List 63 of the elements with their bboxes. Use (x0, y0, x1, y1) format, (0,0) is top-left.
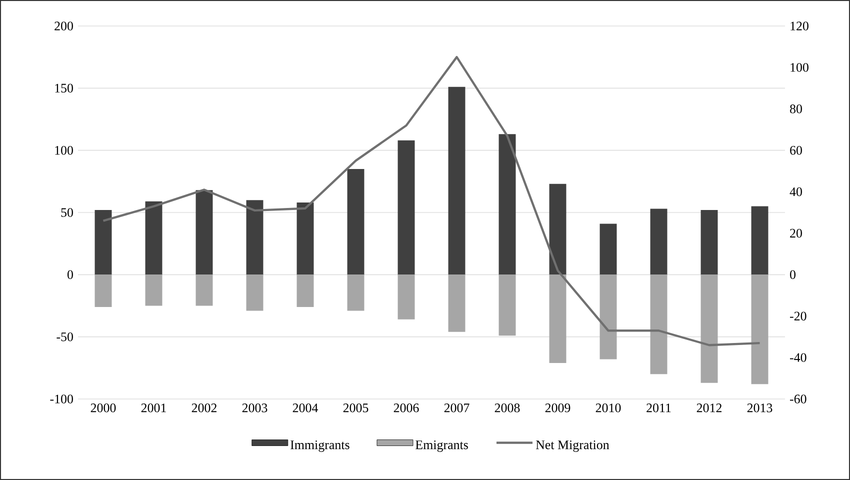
x-tick-label: 2001 (141, 404, 166, 412)
x-tick-label: 2002 (192, 404, 216, 412)
x-tick-label: 2009 (545, 404, 570, 412)
bar (296, 202, 314, 275)
bar (196, 274, 213, 306)
y-tick-label: 150 (55, 84, 73, 93)
y-tick-label: 0 (68, 270, 73, 280)
bar (498, 274, 516, 336)
y2-tick-label: -40 (790, 353, 806, 362)
y2-tick-label: 40 (790, 187, 802, 196)
x-tick-label: 2004 (292, 404, 318, 412)
y2-tick-label: -60 (790, 394, 806, 404)
bar (398, 274, 415, 320)
bar (145, 201, 162, 275)
x-tick-label: 2012 (696, 404, 722, 412)
x-tick-label: 2006 (394, 404, 419, 412)
bar (448, 86, 466, 275)
x-tick-label: 2007 (444, 404, 470, 412)
x-tick-label: 2010 (596, 404, 621, 412)
y-tick-label: -100 (50, 394, 73, 404)
bar (498, 134, 516, 275)
bar (600, 274, 617, 360)
x-tick-label: 2000 (90, 404, 116, 412)
bar (700, 274, 718, 383)
x-tick-label: 2013 (747, 404, 772, 412)
y2-tick-label: 100 (790, 63, 808, 72)
bar (650, 274, 668, 374)
y-tick-label: 50 (61, 208, 73, 217)
bar (246, 274, 264, 311)
bar (751, 206, 768, 275)
bar (549, 184, 566, 275)
bar (94, 210, 112, 275)
legend-label: Immigrants (290, 440, 350, 452)
bar (296, 274, 314, 307)
bar (246, 200, 264, 275)
bar (650, 208, 668, 275)
x-tick-label: 2003 (242, 404, 268, 412)
y2-tick-label: 0 (790, 270, 796, 280)
x-tick-label: 2011 (646, 404, 671, 412)
y2-tick-label: -20 (790, 312, 806, 320)
x-tick-label: 2005 (343, 404, 368, 412)
legend-label: Emigrants (416, 440, 468, 452)
y2-tick-label: 80 (790, 104, 802, 114)
bar (448, 274, 466, 332)
line-series (102, 56, 761, 346)
y2-tick-label: 120 (790, 22, 808, 30)
y2-tick-label: 60 (790, 146, 802, 155)
bar (700, 210, 718, 275)
y-tick-label: 100 (55, 146, 73, 155)
bar (145, 274, 162, 306)
bar (347, 168, 364, 275)
bar (94, 274, 112, 307)
y-tick-label: -50 (56, 332, 73, 342)
bar (398, 140, 415, 275)
bar (751, 274, 768, 384)
legend-label: Net Migration (536, 440, 610, 452)
bar (196, 190, 213, 275)
y2-tick-label: 20 (790, 228, 802, 238)
bar (600, 224, 617, 275)
x-tick-label: 2008 (494, 404, 520, 412)
bar (347, 274, 364, 311)
y-tick-label: 200 (54, 22, 73, 30)
bar (549, 274, 566, 363)
